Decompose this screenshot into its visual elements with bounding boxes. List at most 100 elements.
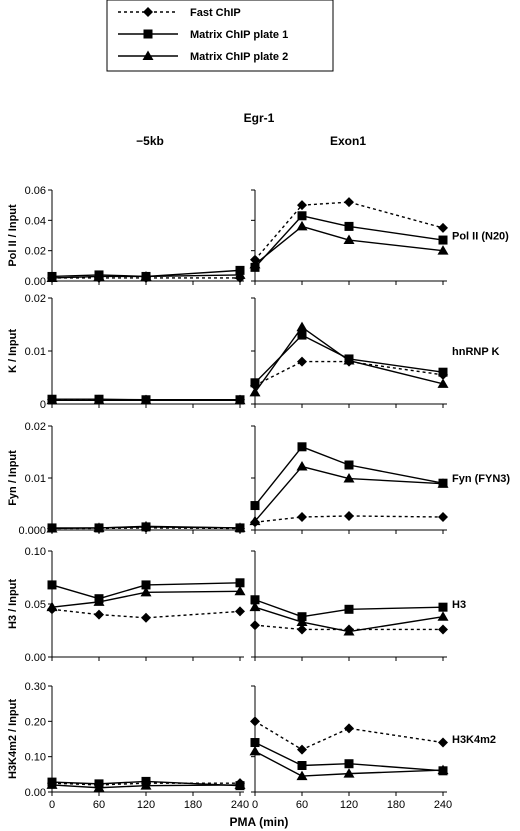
x-tick-label: 240 — [231, 799, 249, 811]
data-point-fast-chip — [344, 510, 354, 521]
legend: Fast ChIP Matrix ChIP plate 1 Matrix ChIP … — [106, 0, 334, 72]
x-tick-label: 120 — [137, 799, 155, 811]
data-point-fast-chip — [438, 737, 448, 748]
data-point-matrix-chip-plate-2 — [140, 270, 152, 281]
series-line-matrix-chip-plate-2 — [254, 750, 444, 777]
x-tick-label: 60 — [296, 799, 308, 811]
data-point-matrix-chip-plate-1 — [438, 235, 448, 245]
y-tick-label: 0.00 — [25, 787, 46, 799]
series-line-fast-chip — [254, 720, 444, 751]
data-point-matrix-chip-plate-2 — [140, 394, 152, 405]
data-point-matrix-chip-plate-2 — [343, 768, 355, 778]
data-point-fast-chip — [344, 197, 354, 208]
y-tick-label: 0 — [40, 399, 46, 411]
data-point-matrix-chip-plate-2 — [249, 601, 261, 612]
data-point-fast-chip — [438, 512, 448, 522]
series-line-matrix-chip-plate-2 — [254, 326, 444, 393]
panel-grid: Pol II / Input Pol II (N20)0.000.020.040.… — [7, 185, 510, 799]
y-tick-label: 0.06 — [25, 185, 46, 197]
data-point-matrix-chip-plate-1 — [235, 578, 245, 588]
data-point-fast-chip — [297, 356, 307, 367]
y-tick-label: 0.02 — [25, 293, 46, 305]
data-point-matrix-chip-plate-2 — [437, 378, 449, 388]
panel-pol-ii-n20-upstream-5kb: 0.00 0.02 0.04 0.06 — [25, 185, 246, 288]
data-point-matrix-chip-plate-2 — [343, 473, 355, 483]
data-point-matrix-chip-plate-2 — [234, 585, 246, 596]
panel-h3-exon1 — [249, 550, 449, 661]
y-axis-label-h3k4m2: H3K4m2 / Input — [7, 699, 19, 779]
data-point-matrix-chip-plate-2 — [437, 764, 449, 775]
axes — [51, 298, 244, 405]
panel-pol-ii-n20-exon1 — [249, 189, 449, 285]
data-point-matrix-chip-plate-2 — [296, 616, 308, 627]
data-point-fast-chip — [297, 512, 307, 522]
data-point-matrix-chip-plate-1 — [344, 759, 354, 769]
data-point-fast-chip — [297, 744, 307, 755]
row-title-h3k4m2: H3K4m2 — [452, 734, 496, 746]
x-tick-label: 0 — [49, 799, 55, 811]
y-tick-label: 0.000 — [18, 525, 46, 537]
y-tick-label: 0.02 — [25, 421, 46, 433]
series-line-matrix-chip-plate-1 — [254, 599, 444, 618]
data-point-matrix-chip-plate-2 — [234, 394, 246, 405]
data-point-fast-chip — [235, 606, 245, 617]
data-point-matrix-chip-plate-1 — [250, 501, 260, 511]
data-point-matrix-chip-plate-1 — [297, 330, 307, 340]
y-axis-label-h3: H3 / Input — [7, 579, 19, 629]
x-tick-label: 60 — [93, 799, 105, 811]
data-point-matrix-chip-plate-2 — [437, 611, 449, 621]
data-point-matrix-chip-plate-1 — [141, 580, 151, 590]
gene-title: Egr-1 — [244, 111, 275, 125]
series-line-matrix-chip-plate-2 — [51, 274, 241, 279]
data-point-matrix-chip-plate-2 — [93, 782, 105, 792]
data-point-matrix-chip-plate-2 — [296, 321, 308, 332]
data-point-matrix-chip-plate-2 — [140, 780, 152, 790]
y-tick-label: 0.01 — [25, 346, 46, 358]
legend-label-matrix-chip-plate-2: Matrix ChIP plate 2 — [190, 51, 288, 63]
x-tick-label: 180 — [387, 799, 405, 811]
data-point-matrix-chip-plate-2 — [140, 520, 152, 531]
series-line-matrix-chip-plate-2 — [254, 465, 444, 522]
series-line-matrix-chip-plate-2 — [51, 784, 241, 789]
x-tick-label: 0 — [252, 799, 258, 811]
data-point-matrix-chip-plate-2 — [249, 258, 261, 269]
panel-h3k4m2-exon1 — [249, 685, 449, 796]
data-point-matrix-chip-plate-2 — [46, 394, 58, 405]
column-title-upstream: −5kb — [136, 134, 164, 148]
data-point-matrix-chip-plate-2 — [234, 269, 246, 279]
data-point-matrix-chip-plate-2 — [343, 234, 355, 245]
data-point-matrix-chip-plate-2 — [296, 461, 308, 471]
data-point-matrix-chip-plate-1 — [344, 604, 354, 614]
data-point-fast-chip — [250, 716, 260, 727]
data-point-matrix-chip-plate-2 — [46, 522, 58, 533]
data-point-fast-chip — [94, 609, 104, 620]
data-point-matrix-chip-plate-2 — [46, 272, 58, 282]
series-line-matrix-chip-plate-1 — [51, 780, 241, 787]
row-title-h3: H3 — [452, 599, 466, 611]
y-tick-label: 0.04 — [25, 215, 46, 227]
data-point-matrix-chip-plate-2 — [343, 355, 355, 365]
data-point-matrix-chip-plate-1 — [297, 761, 307, 770]
panel-hnrnp-k-exon1 — [249, 297, 449, 408]
data-point-matrix-chip-plate-2 — [46, 779, 58, 789]
legend-label-fast-chip: Fast ChIP — [190, 7, 241, 19]
data-point-matrix-chip-plate-2 — [140, 586, 152, 597]
axes — [51, 190, 244, 282]
axes — [51, 426, 244, 531]
series-line-fast-chip — [254, 201, 444, 261]
data-point-matrix-chip-plate-2 — [93, 522, 105, 532]
data-point-matrix-chip-plate-1 — [438, 602, 448, 612]
x-tick-labels: 0 60 120 180 240 0 60 120 180 240 — [49, 799, 452, 811]
data-point-matrix-chip-plate-1 — [344, 221, 354, 231]
data-point-matrix-chip-plate-2 — [93, 394, 105, 405]
series-line-matrix-chip-plate-2 — [254, 225, 444, 265]
panel-hnrnp-k-upstream-5kb: 0 0.01 0.02 — [25, 293, 246, 411]
data-point-fast-chip — [250, 620, 260, 631]
data-point-matrix-chip-plate-2 — [234, 522, 246, 532]
y-tick-label: 0.02 — [25, 246, 46, 258]
data-point-matrix-chip-plate-2 — [249, 745, 261, 756]
data-point-matrix-chip-plate-1 — [344, 460, 354, 470]
row-title-pol-ii-n20: Pol II (N20) — [452, 231, 509, 243]
data-point-matrix-chip-plate-2 — [93, 596, 105, 606]
